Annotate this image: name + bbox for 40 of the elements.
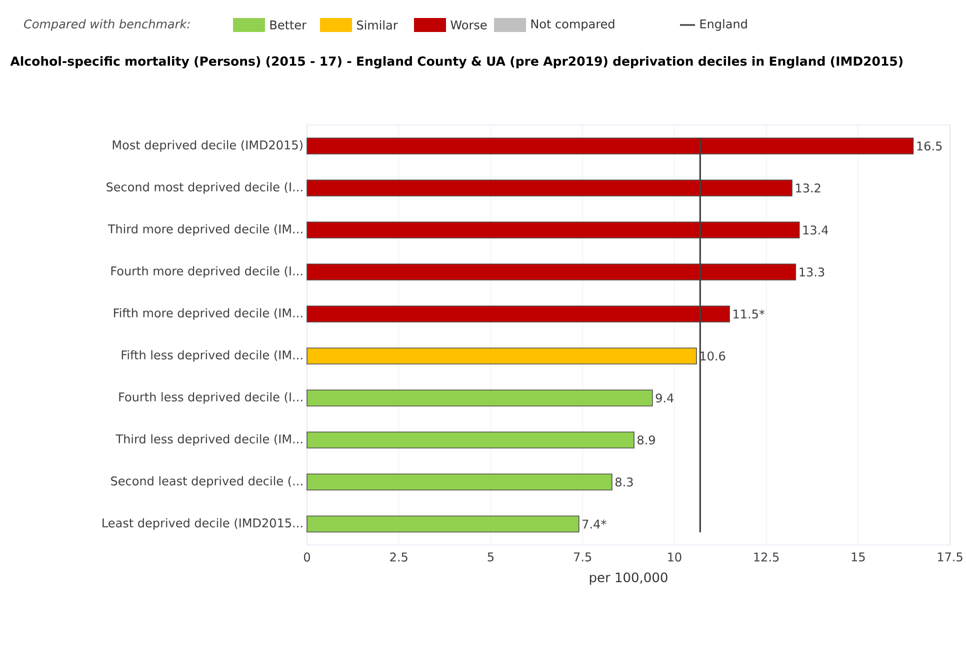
y-tick-label: Fifth less deprived decile (IM... [122, 350, 302, 362]
legend-label: Worse [450, 20, 487, 30]
y-tick-label: Least deprived decile (IMD2015... [102, 518, 302, 530]
y-tick-label: Most deprived decile (IMD2015) [112, 140, 302, 152]
y-tick-label: Third less deprived decile (IM... [116, 434, 302, 446]
y-tick-label: Fifth more deprived decile (IM... [114, 308, 302, 320]
x-tick-label: 12.5 [754, 552, 779, 562]
data-label: 9.4 [656, 393, 674, 403]
x-tick-label: 10 [668, 552, 682, 562]
x-tick-label: 15 [852, 552, 865, 562]
x-tick-label: 7.5 [574, 552, 592, 562]
x-tick-label: 5 [488, 552, 494, 562]
bar [306, 516, 580, 532]
y-tick-label: Fourth less deprived decile (I... [119, 392, 302, 404]
data-label: 13.4 [803, 225, 828, 235]
bar [306, 474, 612, 490]
legend-label: England [700, 19, 747, 31]
legend-title: Compared with benchmark: [24, 19, 190, 31]
data-label: 8.9 [638, 435, 655, 445]
y-tick-label: Second most deprived decile (I... [106, 182, 302, 194]
x-axis-title: per 100,000 [590, 572, 668, 585]
legend-label: Not compared [531, 19, 614, 31]
data-label: 8.3 [615, 477, 633, 487]
legend-label: Similar [356, 20, 398, 30]
chart-title: Alcohol-specific mortality (Persons) (2015 - 17) - England County & UA (pre Apr2019) deprivation deciles in England (IMD2015) [10, 56, 902, 68]
x-tick-label: 0 [304, 552, 310, 562]
y-tick-label: Fourth more deprived decile (I... [111, 266, 302, 278]
y-tick-label: Third more deprived decile (IM... [108, 224, 302, 236]
data-label: 7.4* [582, 520, 606, 528]
data-label: 13.3 [800, 267, 824, 277]
data-label: 13.2 [796, 183, 820, 193]
bar [306, 348, 697, 364]
bar [306, 390, 653, 406]
legend-label: Better [270, 20, 307, 30]
x-tick-label: 2.5 [390, 552, 408, 562]
bar [306, 432, 634, 448]
data-label: 11.5* [734, 309, 765, 319]
data-label: 16.5 [917, 141, 942, 151]
x-tick-label: 17.5 [938, 552, 962, 562]
y-tick-label: Second least deprived decile (... [111, 476, 302, 488]
